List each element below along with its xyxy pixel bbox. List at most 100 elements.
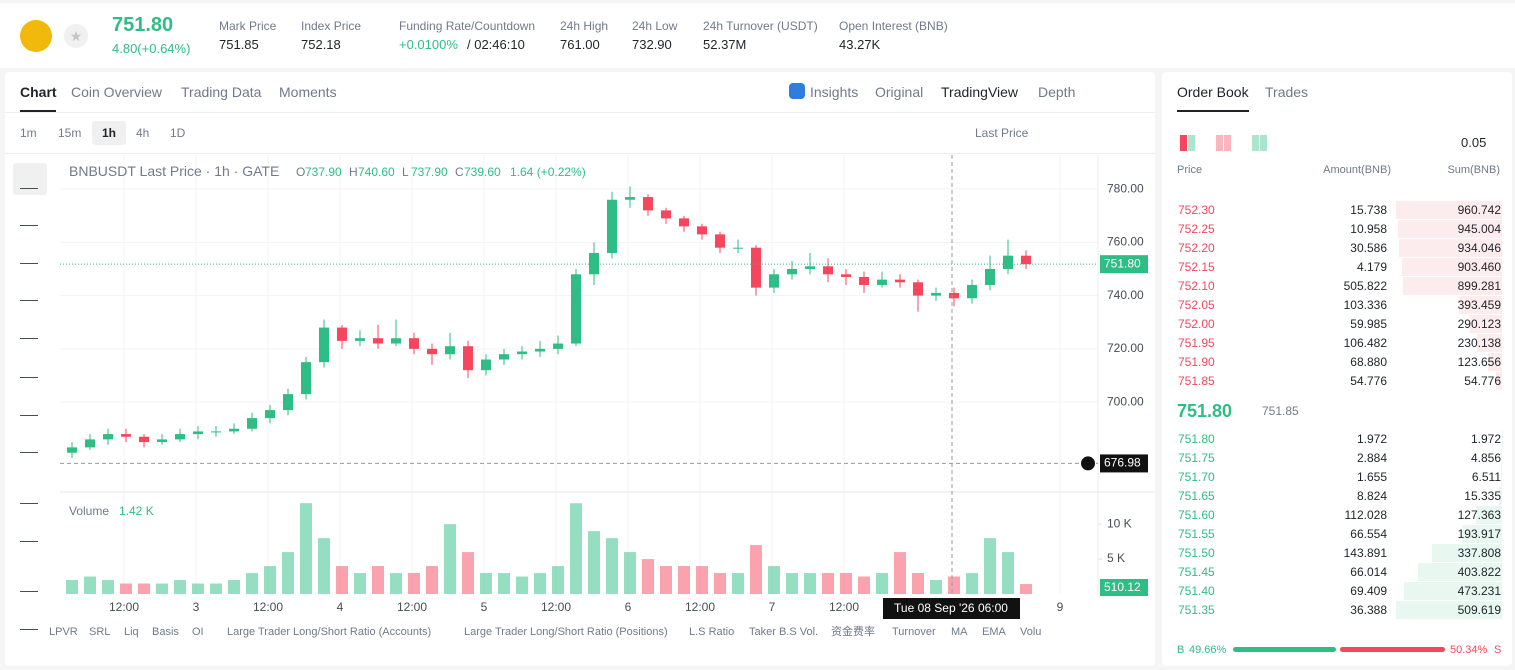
candle-body [625, 197, 635, 200]
indicator[interactable]: 资金费率 [831, 626, 875, 638]
volume-bar [894, 552, 906, 594]
candle-body [517, 351, 527, 355]
tab[interactable]: Trading Data [181, 84, 262, 100]
indicator[interactable]: Large Trader Long/Short Ratio (Accounts) [227, 626, 432, 638]
drawing-tool[interactable] [20, 613, 38, 630]
view-tab[interactable]: TradingView [941, 84, 1019, 100]
stat-value: 732.90 [632, 37, 672, 52]
tab[interactable]: Chart [20, 84, 57, 100]
layout-icon [1188, 135, 1195, 151]
drawing-tool[interactable] [20, 436, 38, 453]
drawing-tool[interactable] [20, 172, 38, 189]
ob-amount: 15.738 [1350, 203, 1387, 217]
ob-amount: 54.776 [1350, 374, 1387, 388]
ob-sum: 393.459 [1457, 298, 1501, 312]
time-tag [883, 598, 1020, 619]
buy-letter: B [1177, 644, 1185, 656]
drawing-tool[interactable] [20, 284, 38, 301]
stat-value: 43.27K [839, 37, 881, 52]
ob-price: 751.95 [1178, 336, 1215, 350]
depth-bar [1397, 220, 1502, 238]
ob-price: 752.30 [1178, 203, 1215, 217]
layout-icon [1180, 135, 1187, 151]
x-tick-label: 6 [625, 600, 632, 614]
interval[interactable]: 1h [102, 126, 117, 140]
volume-bar [570, 503, 582, 594]
buy-bar [1233, 647, 1337, 652]
drawing-tool[interactable] [20, 525, 38, 542]
volume-bar [876, 573, 888, 594]
volume-bar [426, 566, 438, 594]
favorite-button[interactable]: ★ [64, 24, 88, 48]
indicator[interactable]: EMA [982, 626, 1006, 638]
view-tab[interactable]: Original [875, 84, 924, 100]
volume-bar [930, 580, 942, 594]
ob-amount: 69.409 [1350, 584, 1387, 598]
volume-bar [678, 566, 690, 594]
depth-bar [1396, 601, 1502, 619]
indicator[interactable]: Volu [1020, 626, 1042, 638]
ob-tab[interactable]: Order Book [1177, 84, 1249, 100]
stat-label: Funding Rate/Countdown [399, 19, 536, 33]
volume-bar [354, 573, 366, 594]
volume-bar [192, 583, 204, 594]
y-tick-label: 760.00 [1107, 235, 1144, 249]
indicator[interactable]: Taker B.S Vol. [749, 626, 819, 638]
tab[interactable]: Coin Overview [71, 84, 163, 100]
interval[interactable]: 1m [20, 126, 37, 140]
drawing-tool[interactable] [20, 399, 38, 416]
drawing-tool[interactable] [20, 487, 38, 504]
countdown: / 02:46:10 [467, 37, 525, 52]
drawing-tool[interactable] [20, 322, 38, 339]
depth-bar [1488, 353, 1502, 371]
volume-bar [534, 573, 546, 594]
ohlc: 737.90 [305, 165, 342, 179]
indicator[interactable]: Basis [152, 626, 179, 638]
drawing-tool[interactable] [20, 209, 38, 226]
drawing-tool[interactable] [20, 247, 38, 264]
volume-bar [138, 583, 150, 594]
precision[interactable]: 0.05 [1461, 135, 1487, 150]
indicator[interactable]: Turnover [892, 626, 936, 638]
indicator[interactable]: SRL [89, 626, 111, 638]
indicator[interactable]: Large Trader Long/Short Ratio (Positions… [464, 626, 668, 638]
stat-label: Open Interest (BNB) [839, 19, 948, 33]
depth-bar [1431, 544, 1502, 562]
interval[interactable]: 15m [58, 126, 82, 140]
stat-value: 752.18 [301, 37, 341, 52]
interval[interactable]: 4h [136, 126, 150, 140]
layout-icon [1260, 135, 1267, 151]
ob-sum: 54.776 [1464, 374, 1501, 388]
ob-price: 752.10 [1178, 279, 1215, 293]
drawing-tool[interactable] [20, 361, 38, 378]
volume-bar [462, 552, 474, 594]
tab[interactable]: Moments [279, 84, 337, 100]
indicator[interactable]: MA [951, 626, 968, 638]
price-type[interactable]: Last Price [975, 126, 1029, 140]
interval[interactable]: 1D [170, 126, 186, 140]
ob-sum: 290.123 [1457, 317, 1501, 331]
depth-bar [1498, 487, 1502, 505]
ob-amount: 112.028 [1344, 508, 1388, 522]
volume-bar [948, 576, 960, 594]
candle-body [337, 327, 347, 341]
crosshair-label: 676.98 [1104, 456, 1141, 470]
candle-body [571, 274, 581, 344]
drawing-tool[interactable] [20, 575, 38, 592]
y-tick-label: 740.00 [1107, 288, 1144, 302]
indicator[interactable]: OI [192, 626, 204, 638]
indicator[interactable]: Liq [124, 626, 139, 638]
ob-sum: 934.046 [1457, 241, 1501, 255]
volume-bar [444, 524, 456, 594]
ob-price: 752.15 [1178, 260, 1215, 274]
view-tab[interactable]: Insights [810, 84, 859, 100]
indicator[interactable]: L.S Ratio [689, 626, 735, 638]
view-tab[interactable]: Depth [1038, 84, 1076, 100]
volume-bar [282, 552, 294, 594]
ob-price: 752.00 [1178, 317, 1215, 331]
indicator[interactable]: LPVR [49, 626, 78, 638]
candle-body [589, 252, 599, 275]
candle-body [769, 274, 779, 288]
tab-underline [1177, 110, 1249, 112]
ob-tab[interactable]: Trades [1265, 84, 1309, 100]
